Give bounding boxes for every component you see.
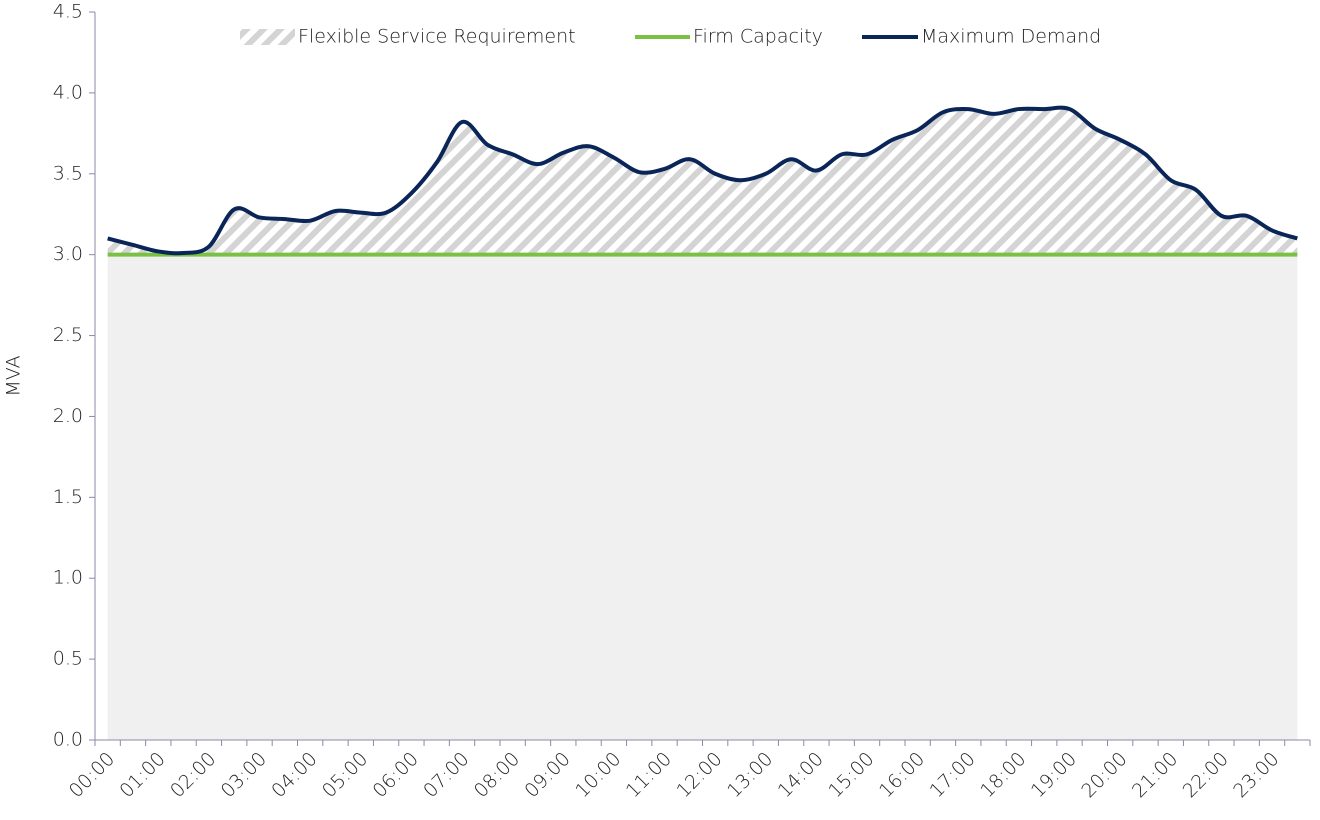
x-tick-label: 04:00	[267, 748, 321, 802]
x-tick-label: 13:00	[723, 748, 777, 802]
y-tick-label: 1.5	[53, 486, 83, 508]
y-tick-label: 0.0	[53, 729, 83, 751]
x-tick-label: 06:00	[369, 748, 423, 802]
x-tick-label: 09:00	[520, 748, 574, 802]
x-tick-label: 10:00	[571, 748, 625, 802]
x-tick-label: 22:00	[1179, 748, 1233, 802]
x-tick-label: 15:00	[824, 748, 878, 802]
legend-label: Flexible Service Requirement	[298, 26, 576, 48]
y-tick-label: 2.5	[53, 324, 83, 346]
x-tick-label: 03:00	[217, 748, 271, 802]
x-tick-label: 23:00	[1229, 748, 1283, 802]
y-tick-label: 3.0	[53, 243, 83, 265]
x-tick-label: 16:00	[875, 748, 929, 802]
x-tick-label: 12:00	[672, 748, 726, 802]
x-tick-label: 20:00	[1077, 748, 1131, 802]
legend-swatch	[240, 29, 295, 45]
x-tick-label: 18:00	[976, 748, 1030, 802]
legend-label: Firm Capacity	[693, 26, 823, 48]
x-tick-label: 21:00	[1128, 748, 1182, 802]
x-tick-label: 07:00	[419, 748, 473, 802]
flexible-area	[107, 107, 1298, 255]
x-tick-label: 14:00	[774, 748, 828, 802]
y-tick-label: 1.0	[53, 567, 83, 589]
x-tick-label: 19:00	[1027, 748, 1081, 802]
y-tick-label: 4.5	[53, 1, 83, 23]
legend-label: Maximum Demand	[921, 26, 1101, 48]
y-tick-label: 4.0	[53, 81, 83, 103]
firm-area	[107, 254, 1298, 740]
y-axis-label: MVA	[3, 355, 25, 396]
line	[107, 105, 1298, 256]
x-tick-label: 17:00	[925, 748, 979, 802]
x-tick-label: 00:00	[65, 748, 119, 802]
x-tick-label: 08:00	[470, 748, 524, 802]
y-tick-label: 0.5	[53, 648, 83, 670]
y-tick-label: 3.5	[53, 162, 83, 184]
x-tick-label: 05:00	[318, 748, 372, 802]
x-tick-label: 11:00	[622, 748, 676, 802]
x-tick-label: 02:00	[166, 748, 220, 802]
y-tick-label: 2.0	[53, 405, 83, 427]
x-tick-label: 01:00	[115, 748, 169, 802]
